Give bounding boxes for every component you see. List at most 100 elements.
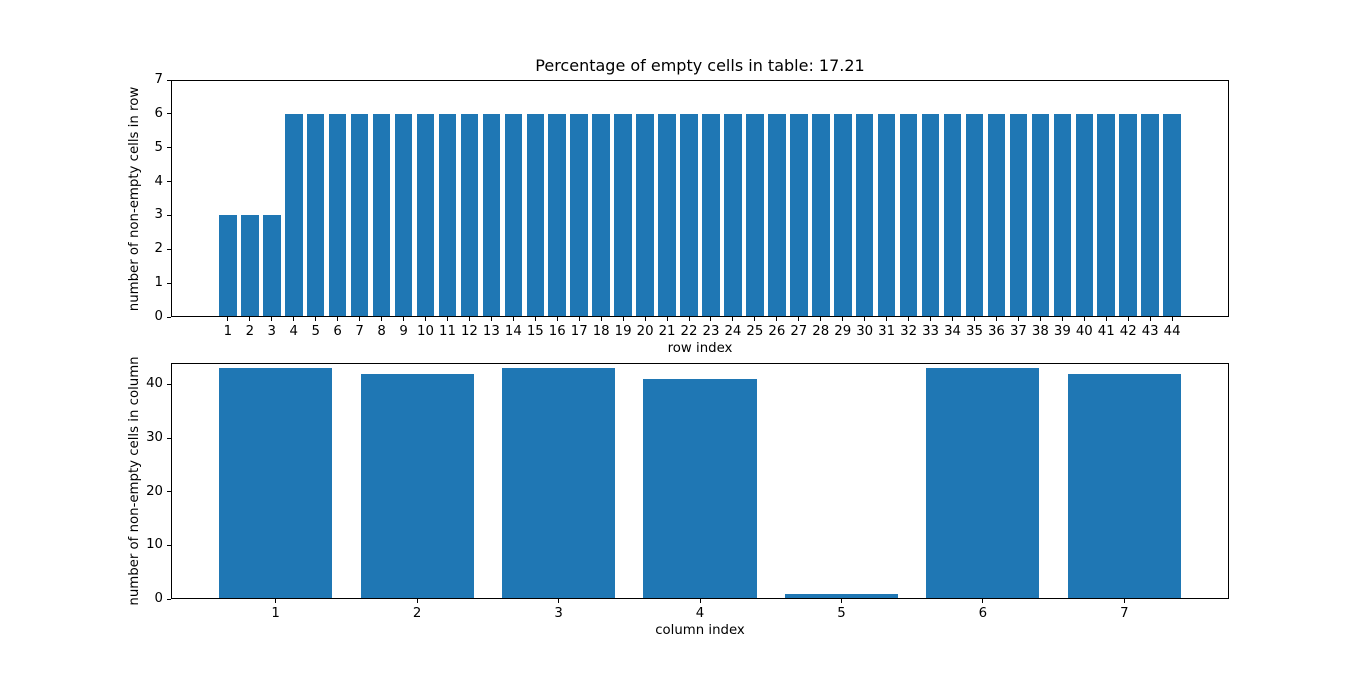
x-tick-mark <box>908 317 910 321</box>
bar <box>746 113 764 317</box>
x-tick-mark <box>1083 317 1085 321</box>
x-tick-label: 9 <box>399 324 408 339</box>
bar <box>768 113 786 317</box>
x-tick-label: 7 <box>355 324 364 339</box>
x-tick-label: 40 <box>1075 324 1093 339</box>
x-tick-mark <box>315 317 317 321</box>
x-tick-label: 42 <box>1119 324 1137 339</box>
x-tick-mark <box>403 317 405 321</box>
x-tick-label: 15 <box>526 324 544 339</box>
bar <box>1097 113 1116 317</box>
bar <box>284 113 303 317</box>
x-tick-mark <box>381 317 383 321</box>
y-tick-mark <box>167 214 171 216</box>
y-tick-label: 7 <box>154 72 163 87</box>
x-tick-label: 19 <box>614 324 632 339</box>
x-tick-mark <box>534 317 536 321</box>
x-tick-mark <box>995 317 997 321</box>
bar <box>614 113 632 317</box>
x-tick-mark <box>1127 317 1129 321</box>
y-tick-mark <box>167 248 171 250</box>
x-tick-mark <box>600 317 602 321</box>
y-tick-label: 3 <box>154 207 163 223</box>
x-tick-mark <box>425 317 426 321</box>
x-tick-mark <box>249 317 251 321</box>
bar <box>1119 113 1137 317</box>
y-tick-mark <box>167 147 171 149</box>
x-tick-label: 1 <box>223 324 233 339</box>
x-tick-label: 27 <box>790 324 808 339</box>
x-tick-mark <box>840 599 842 603</box>
bar <box>1075 113 1094 317</box>
x-tick-mark <box>886 317 888 321</box>
x-tick-label: 21 <box>658 324 676 339</box>
x-tick-mark <box>490 317 492 321</box>
x-tick-mark <box>293 317 295 321</box>
x-tick-mark <box>864 317 866 321</box>
bar <box>833 113 852 317</box>
x-tick-mark <box>776 317 778 321</box>
x-tick-label: 5 <box>837 606 846 621</box>
x-tick-mark <box>359 317 361 321</box>
bar <box>219 215 237 317</box>
x-tick-label: 2 <box>412 606 422 621</box>
y-tick-mark <box>167 437 171 439</box>
x-tick-label: 26 <box>768 324 786 339</box>
bar <box>526 113 545 317</box>
x-tick-label: 3 <box>267 324 277 339</box>
bar <box>855 113 874 317</box>
bar <box>360 373 474 599</box>
y-tick-mark <box>167 383 171 385</box>
x-tick-label: 3 <box>554 606 563 621</box>
x-tick-mark <box>982 599 984 603</box>
bar <box>263 215 281 317</box>
bar <box>636 113 654 317</box>
x-tick-mark <box>512 317 514 321</box>
x-tick-label: 14 <box>504 324 522 339</box>
x-tick-label: 16 <box>548 324 566 339</box>
x-tick-label: 18 <box>592 324 610 339</box>
x-tick-mark <box>842 317 844 321</box>
x-tick-label: 31 <box>878 324 896 339</box>
y-tick-mark <box>167 598 171 600</box>
x-tick-mark <box>1039 317 1041 321</box>
bar <box>724 113 742 317</box>
x-tick-label: 4 <box>289 324 298 339</box>
y-tick-label: 0 <box>154 591 163 606</box>
x-tick-label: 12 <box>460 324 478 339</box>
y-tick-label: 5 <box>154 139 163 155</box>
x-tick-label: 4 <box>695 606 705 621</box>
bar <box>592 113 610 317</box>
bar <box>1009 113 1028 317</box>
x-tick-label: 35 <box>966 324 983 339</box>
x-tick-label: 22 <box>680 324 698 339</box>
bar <box>372 113 391 317</box>
x-tick-label: 1 <box>271 606 280 621</box>
y-tick-label: 40 <box>146 376 163 392</box>
x-tick-label: 11 <box>438 324 456 339</box>
bar <box>926 368 1040 599</box>
x-tick-mark <box>930 317 932 321</box>
x-tick-label: 30 <box>856 324 874 339</box>
bar <box>1053 113 1072 317</box>
bar <box>790 113 808 317</box>
bar <box>943 113 962 317</box>
bar <box>438 113 457 317</box>
x-tick-label: 32 <box>900 324 918 339</box>
x-tick-mark <box>732 317 734 321</box>
bar <box>784 593 898 599</box>
bar <box>306 113 325 317</box>
bar <box>658 113 676 317</box>
y-axis-label: number of non-empty cells in column <box>127 356 142 606</box>
bar <box>899 113 918 317</box>
x-tick-mark <box>973 317 975 321</box>
y-tick-mark <box>167 544 171 546</box>
x-tick-mark <box>1171 317 1173 321</box>
y-tick-label: 10 <box>146 537 163 553</box>
y-tick-mark <box>167 113 171 115</box>
x-tick-label: 39 <box>1053 324 1071 339</box>
x-tick-label: 2 <box>245 324 255 339</box>
